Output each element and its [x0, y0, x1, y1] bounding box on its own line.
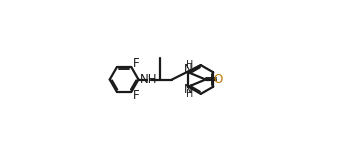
Text: H: H — [185, 60, 193, 70]
Text: NH: NH — [140, 73, 157, 86]
Text: F: F — [133, 89, 140, 102]
Text: N: N — [184, 63, 193, 76]
Text: H: H — [185, 89, 193, 99]
Text: N: N — [184, 83, 193, 96]
Text: O: O — [213, 73, 222, 86]
Text: F: F — [133, 57, 140, 70]
